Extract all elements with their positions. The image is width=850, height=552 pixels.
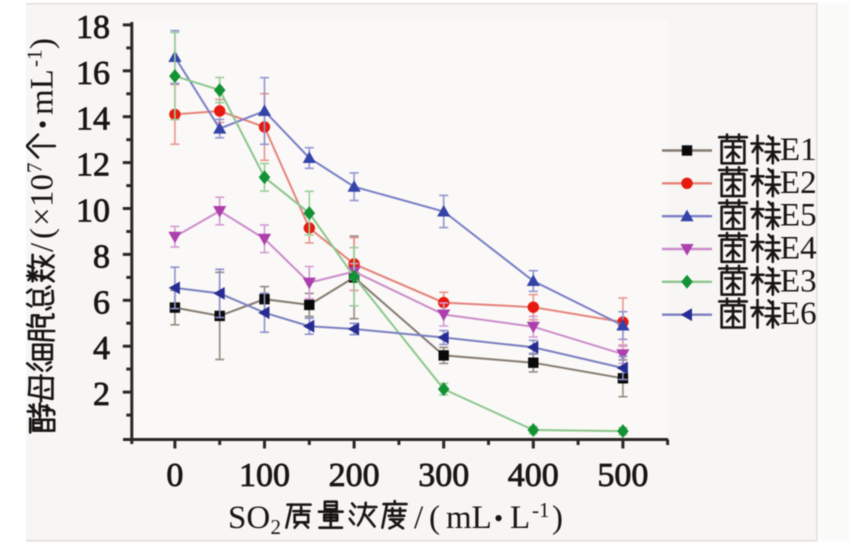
svg-text:7: 7 — [23, 163, 47, 174]
svg-text:400: 400 — [508, 457, 559, 494]
svg-text:2: 2 — [271, 515, 282, 539]
svg-text:8: 8 — [93, 238, 110, 275]
svg-text:E2: E2 — [780, 165, 817, 201]
svg-text:10: 10 — [25, 174, 61, 207]
svg-text:2: 2 — [93, 376, 110, 413]
svg-text:E3: E3 — [780, 263, 817, 299]
svg-text:/: / — [25, 242, 61, 252]
svg-text:mL: mL — [25, 69, 61, 115]
svg-text:6: 6 — [93, 284, 110, 321]
svg-text:-1: -1 — [532, 498, 550, 522]
svg-text:SO: SO — [228, 500, 270, 536]
svg-text:×: × — [25, 207, 61, 226]
svg-text:12: 12 — [76, 147, 110, 184]
svg-text:•: • — [29, 120, 58, 129]
svg-text:): ) — [25, 38, 61, 49]
svg-text:14: 14 — [76, 101, 110, 138]
svg-text:E5: E5 — [780, 198, 817, 234]
svg-text:(: ( — [25, 228, 61, 239]
svg-text:/: / — [414, 500, 424, 536]
svg-text:E4: E4 — [780, 231, 817, 267]
svg-text:mL: mL — [446, 500, 492, 536]
svg-text:300: 300 — [418, 457, 469, 494]
svg-text:(: ( — [429, 500, 440, 536]
svg-text:100: 100 — [239, 457, 290, 494]
svg-text:E1: E1 — [780, 132, 817, 168]
svg-text:4: 4 — [93, 330, 110, 367]
svg-text:10: 10 — [76, 193, 110, 230]
svg-text:200: 200 — [329, 457, 380, 494]
svg-text:): ) — [552, 500, 563, 536]
svg-text:0: 0 — [166, 457, 183, 494]
svg-text:•: • — [494, 504, 503, 533]
svg-text:18: 18 — [76, 9, 110, 46]
svg-text:-1: -1 — [23, 50, 47, 68]
svg-text:L: L — [510, 500, 530, 536]
svg-text:E6: E6 — [780, 296, 817, 332]
svg-text:500: 500 — [597, 457, 648, 494]
svg-text:16: 16 — [76, 55, 110, 92]
